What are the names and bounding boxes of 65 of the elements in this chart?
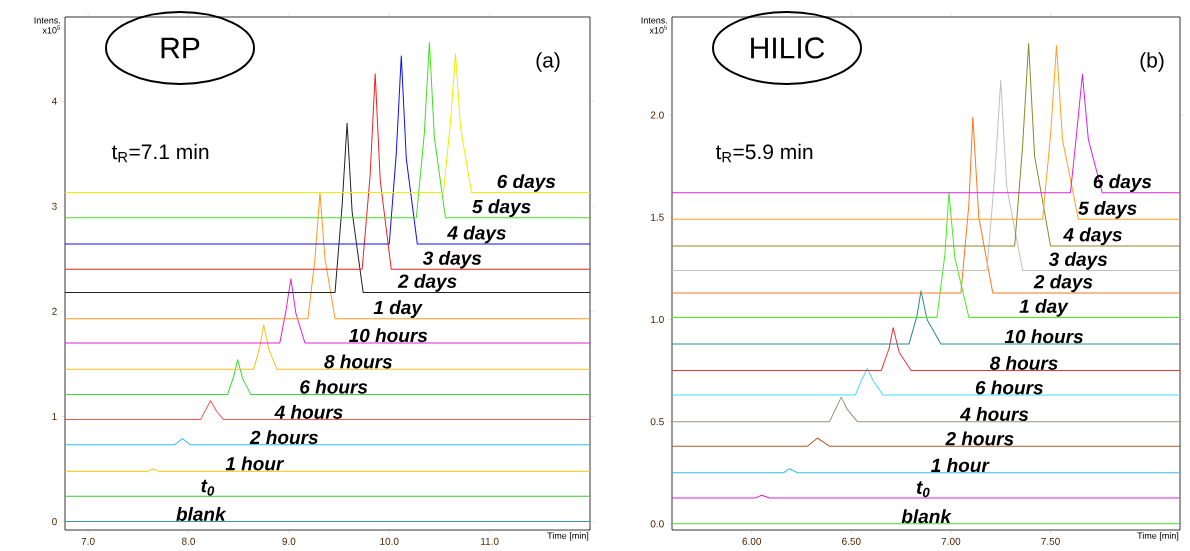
series-label: 4 hours bbox=[959, 407, 1029, 421]
series-label: 4 days bbox=[447, 225, 506, 244]
line-series bbox=[671, 192, 1181, 318]
annotation: (a) bbox=[536, 52, 560, 72]
x-tick-label: 7.50 bbox=[1041, 537, 1060, 545]
series-label: t$_{0}$ bbox=[916, 481, 930, 498]
series-label: 6 days bbox=[497, 174, 556, 192]
series-label: blank bbox=[901, 509, 952, 524]
x-tick-label: 8.0 bbox=[181, 537, 196, 545]
series-label: 5 days bbox=[1078, 200, 1137, 219]
series-label: 2 days bbox=[397, 274, 457, 292]
annotation: (b) bbox=[1140, 52, 1164, 72]
series-label: 6 hours bbox=[300, 379, 368, 394]
series-label: 1 hour bbox=[225, 456, 285, 471]
series-label: 1 day bbox=[373, 300, 423, 318]
series-label: 1 day bbox=[1019, 299, 1069, 317]
line-series bbox=[671, 327, 1181, 372]
y-tick-label: 0.0 bbox=[650, 520, 664, 528]
x-tick-label: 6.50 bbox=[842, 537, 861, 545]
line-series bbox=[671, 79, 1181, 271]
series-label: 6 days bbox=[1093, 174, 1152, 193]
y-tick-label: 4 bbox=[51, 97, 57, 105]
line-series bbox=[64, 73, 591, 270]
series-label: 10 hours bbox=[1004, 329, 1083, 344]
series-label: 1 hour bbox=[931, 458, 990, 473]
series-label: 4 days bbox=[1063, 227, 1122, 246]
series-label: 5 days bbox=[472, 199, 531, 218]
x-axis-title: Time [min] bbox=[547, 532, 589, 541]
line-series bbox=[64, 122, 591, 293]
x-tick-label: 9.0 bbox=[282, 537, 296, 545]
y-tick-label: 1.5 bbox=[651, 213, 664, 221]
line-series bbox=[671, 116, 1181, 294]
y-tick-label: 1 bbox=[52, 413, 57, 420]
y-tick-label: 2.0 bbox=[650, 111, 664, 119]
line-series bbox=[671, 73, 1181, 194]
series-label: blank bbox=[176, 506, 227, 521]
x-tick-label: 7.0 bbox=[81, 537, 95, 545]
y-tick-label: 0.5 bbox=[650, 418, 664, 426]
series-label: 2 hours bbox=[249, 430, 318, 445]
series-label: 8 hours bbox=[324, 354, 392, 369]
annotation: RP bbox=[161, 37, 200, 59]
y-tick-label: 0 bbox=[52, 518, 57, 526]
series-label: 3 days bbox=[422, 250, 482, 269]
y-tick-label: 3 bbox=[52, 202, 57, 210]
x-tick-label: 6.00 bbox=[742, 537, 762, 545]
annotation: t$_{R}$=7.1 min bbox=[111, 143, 209, 163]
x-tick-label: 7.00 bbox=[941, 537, 961, 545]
series-label: 4 hours bbox=[274, 404, 343, 419]
series-label: 2 days bbox=[1033, 274, 1093, 293]
series-label: 2 hours bbox=[945, 431, 1014, 446]
series-label: 3 days bbox=[1048, 252, 1108, 270]
y-tick-label: 2 bbox=[52, 307, 57, 315]
series-label: 6 hours bbox=[975, 380, 1043, 395]
series-label: 8 hours bbox=[989, 355, 1058, 370]
y-axis-title: Intens. x10$^{5}$ bbox=[34, 17, 61, 34]
x-tick-label: 11.0 bbox=[481, 537, 499, 545]
series-label: 10 hours bbox=[349, 328, 428, 343]
x-tick-label: 10.0 bbox=[380, 537, 399, 545]
line-series bbox=[64, 324, 591, 370]
x-axis-title: Time [min] bbox=[1137, 532, 1179, 541]
annotation: HILIC bbox=[751, 37, 825, 59]
series-label: t$_{0}$ bbox=[201, 479, 215, 496]
y-tick-label: 1.0 bbox=[651, 315, 664, 324]
y-axis-title: Intens. x10$^{5}$ bbox=[641, 17, 668, 34]
annotation: t$_{R}$=5.9 min bbox=[715, 143, 813, 163]
